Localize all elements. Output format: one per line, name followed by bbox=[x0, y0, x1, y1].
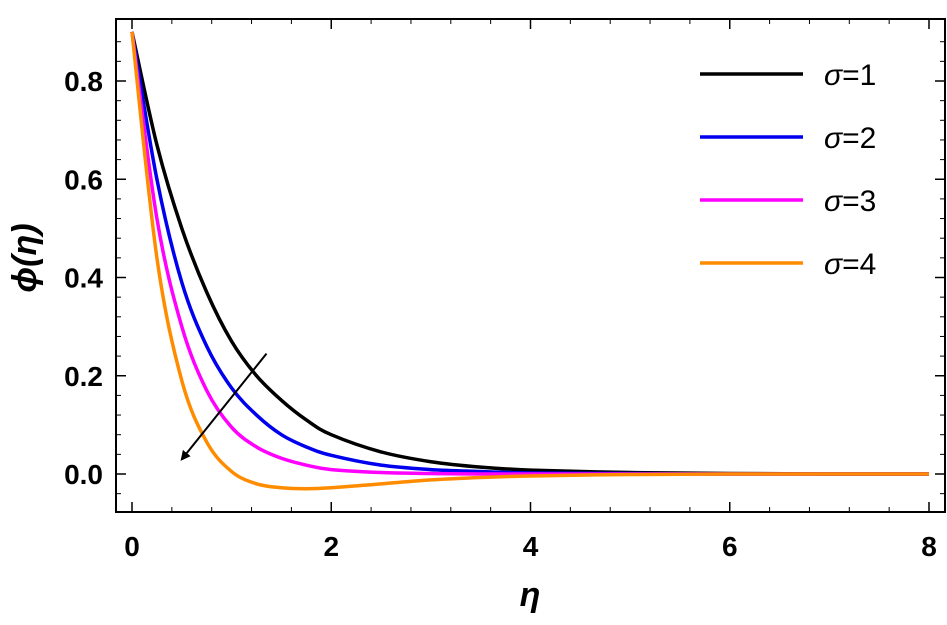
y-tick-label: 0.6 bbox=[64, 164, 103, 195]
trend-arrow bbox=[180, 353, 268, 461]
series-line-2 bbox=[130, 31, 929, 476]
series-line-1 bbox=[130, 31, 930, 476]
series-line-3 bbox=[130, 31, 929, 476]
x-tick-label: 2 bbox=[323, 531, 339, 562]
y-tick-label: 0.8 bbox=[64, 66, 103, 97]
legend-label-2: σ=2 bbox=[824, 122, 876, 155]
legend: σ=1 σ=2 σ=3 σ=4 bbox=[700, 59, 876, 281]
x-tick-label: 0 bbox=[124, 531, 140, 562]
plot-frame bbox=[115, 18, 946, 513]
legend-label-4: σ=4 bbox=[824, 248, 876, 281]
x-axis-title: η bbox=[520, 576, 541, 614]
y-tick-label: 0.4 bbox=[64, 263, 103, 294]
axis-ticks: 0 2 4 6 8 0.0 0.2 0.4 0.6 0.8 bbox=[64, 19, 945, 562]
x-tick-label: 4 bbox=[523, 531, 539, 562]
annotation-layer bbox=[180, 353, 268, 461]
series-lines bbox=[130, 31, 930, 491]
x-tick-label: 8 bbox=[921, 531, 937, 562]
legend-label-1: σ=1 bbox=[824, 59, 876, 92]
y-axis-title: ϕ(η) bbox=[6, 223, 44, 292]
y-tick-label: 0.0 bbox=[64, 459, 103, 490]
legend-label-3: σ=3 bbox=[824, 185, 876, 218]
series-line-4 bbox=[130, 31, 929, 491]
y-tick-label: 0.2 bbox=[64, 361, 103, 392]
x-tick-label: 6 bbox=[722, 531, 738, 562]
